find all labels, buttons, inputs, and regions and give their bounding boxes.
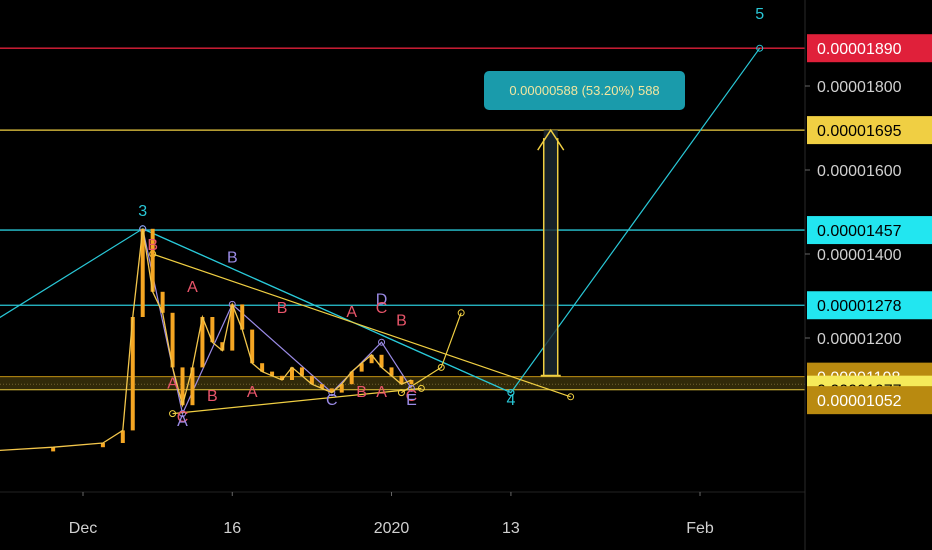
drawing-point: [457, 309, 465, 317]
candle: [100, 443, 105, 448]
wave-label: E: [406, 392, 417, 409]
candle: [220, 342, 225, 351]
wave-label: C: [326, 392, 338, 409]
drawing-line: [152, 253, 571, 398]
candle: [409, 380, 414, 385]
drawing-point: [756, 44, 764, 52]
candle: [399, 375, 404, 385]
candle: [180, 367, 185, 406]
wave-label: B: [277, 300, 288, 317]
wave-label: D: [376, 291, 388, 308]
price-series: [0, 228, 414, 452]
candle: [200, 317, 205, 368]
wave-label: B: [356, 384, 367, 401]
price-badge-label: 0.00001457: [817, 223, 902, 240]
wave-label: C: [376, 300, 388, 317]
y-axis: 0.00001200 0.00001400 0.00001600 0.00001800: [804, 0, 902, 550]
candle: [280, 375, 285, 380]
price-badge: [807, 386, 932, 415]
drawing-point: [437, 363, 445, 371]
candle: [130, 317, 135, 431]
trend-drawings: [0, 44, 764, 418]
price-badge: [807, 116, 932, 145]
candle: [389, 367, 394, 376]
candle: [170, 312, 175, 368]
wave-label: 4: [506, 392, 515, 409]
wave-label: A: [177, 413, 188, 430]
candle: [190, 367, 195, 406]
price-badge: [807, 216, 932, 245]
x-tick-label: 16: [223, 520, 241, 537]
price-badge-label: 0.00001890: [817, 41, 902, 58]
drawing-point: [407, 384, 415, 392]
drawing-line: [401, 312, 462, 394]
wave-label: 3: [138, 203, 147, 220]
candle: [120, 430, 125, 443]
price-badge-label: 0.00001278: [817, 298, 902, 315]
drawing-line: [172, 387, 422, 415]
candle: [329, 388, 334, 393]
drawing-point: [507, 389, 515, 397]
candle: [210, 317, 215, 343]
candle: [309, 375, 314, 385]
measure-bar: [543, 130, 558, 376]
wave-label: A: [346, 304, 357, 321]
y-tick-label: 0.00001600: [817, 163, 902, 180]
wave-label: C: [406, 388, 418, 405]
candle: [359, 363, 364, 372]
candle: [260, 363, 265, 372]
drawing-point: [417, 384, 425, 392]
candle: [240, 304, 245, 330]
price-badge: [807, 291, 932, 320]
candle: [160, 291, 165, 313]
x-tick-label: Dec: [69, 520, 97, 537]
drawing-point: [397, 389, 405, 397]
measure-arrowhead: [537, 128, 565, 151]
drawing-line: [142, 228, 512, 394]
drawing-line: [142, 228, 412, 416]
candle: [369, 354, 374, 364]
drawing-point: [179, 410, 187, 418]
drawing-point: [378, 338, 386, 346]
wave-label: A: [247, 384, 258, 401]
price-badge: [807, 34, 932, 63]
y-tick-label: 0.00001200: [817, 331, 902, 348]
x-tick-label: 13: [502, 520, 520, 537]
candle: [140, 228, 145, 317]
candle: [349, 371, 354, 385]
candle: [250, 329, 255, 364]
y-tick-label: 0.00001800: [817, 79, 902, 96]
measure-label: 0.00000588 (53.20%) 588: [484, 71, 685, 110]
wave-label: B: [396, 312, 407, 329]
x-tick-label: Feb: [686, 520, 714, 537]
candle: [230, 304, 235, 351]
price-line: [0, 228, 412, 452]
wave-label: 5: [755, 6, 764, 23]
wave-label: B: [227, 249, 238, 266]
x-axis: Dec 16 2020 13 Feb: [0, 491, 805, 537]
candle: [289, 367, 294, 380]
wave-label: A: [376, 384, 387, 401]
y-tick-label: 0.00001400: [817, 247, 902, 264]
wave-label: B: [207, 388, 218, 405]
candle: [319, 384, 324, 389]
price-badges: 0.00001890 0.00001695 0.00001457 0.00001278…: [807, 34, 932, 415]
candle: [339, 384, 344, 393]
candle: [379, 354, 384, 368]
drawing-point: [567, 393, 575, 401]
drawing-point: [169, 410, 177, 418]
wave-label: B: [147, 237, 158, 254]
candle: [299, 367, 304, 376]
x-tick-label: 2020: [374, 520, 410, 537]
wave-label: A: [187, 279, 198, 296]
price-badge-label: 0.00001052: [817, 393, 902, 410]
wave-label: C: [177, 409, 189, 426]
wave-label: A: [167, 375, 178, 392]
candle: [150, 228, 155, 292]
candle: [270, 371, 275, 376]
price-badge-label: 0.00001695: [817, 123, 902, 140]
candle: [51, 447, 56, 452]
